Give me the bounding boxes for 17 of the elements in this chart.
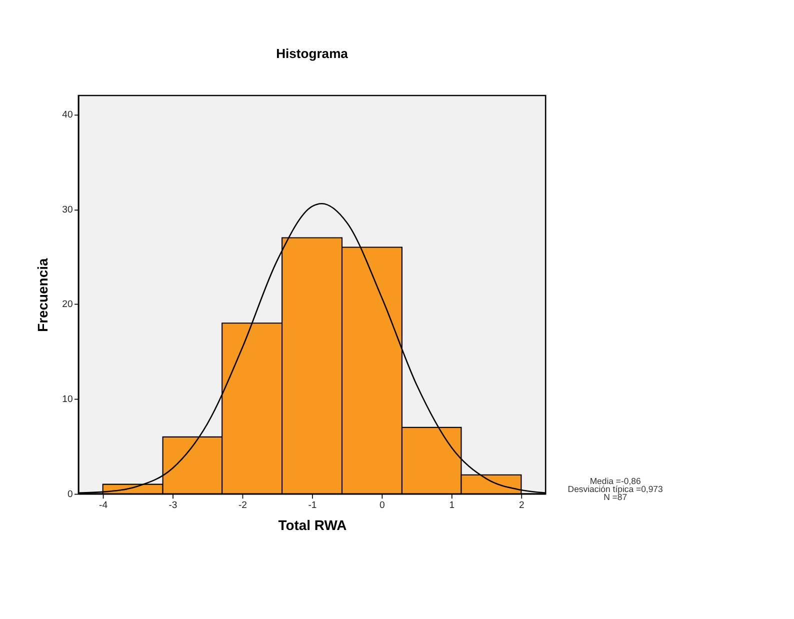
text: Media =-0,86: [590, 476, 642, 486]
x-tick-label: 1: [449, 500, 455, 512]
x-tick-label: -2: [238, 500, 247, 512]
text: Desviación típica =0,973: [568, 484, 664, 494]
y-tick-label: 40: [62, 110, 73, 121]
y-tick-label: 0: [67, 488, 73, 500]
y-tick-label: 30: [62, 204, 73, 216]
y-tick-label: 10: [62, 394, 73, 406]
x-tick-label: -3: [168, 500, 178, 512]
y-axis-title: Frecuencia: [34, 258, 50, 332]
x-tick-label: -4: [99, 500, 108, 512]
y-tick-label: 20: [62, 299, 73, 310]
x-axis-title: Total RWA: [278, 516, 347, 533]
x-tick-label: -1: [308, 500, 317, 512]
x-tick-label: 0: [380, 500, 385, 512]
chart-title: Histograma: [276, 46, 349, 62]
x-tick-label: 2: [518, 500, 524, 512]
